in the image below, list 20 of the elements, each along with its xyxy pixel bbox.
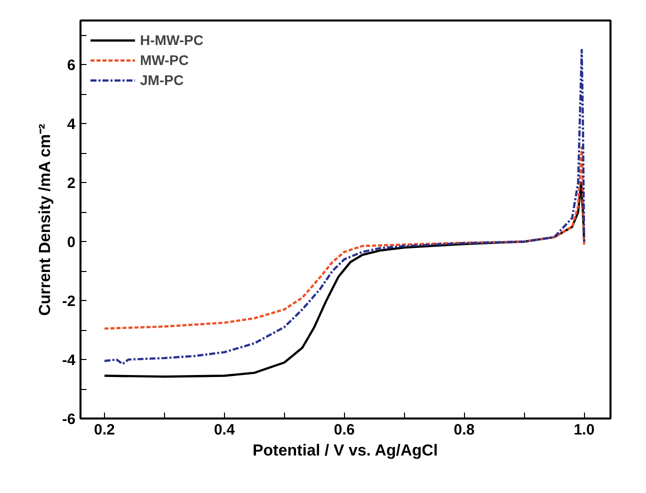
y-tick-label: -4 bbox=[62, 352, 76, 370]
legend-label: JM-PC bbox=[140, 72, 184, 88]
y-tick-label: -2 bbox=[62, 293, 76, 310]
y-tick-label: 4 bbox=[67, 116, 76, 134]
y-tick-label: 0 bbox=[67, 234, 76, 252]
line-series bbox=[103, 48, 586, 366]
line-series bbox=[103, 146, 586, 330]
x-tick-label: 0.6 bbox=[334, 422, 355, 438]
x-tick-label: 0.8 bbox=[454, 422, 475, 438]
y-axis-title: Current Density /mA cm⁻² bbox=[37, 124, 54, 316]
x-tick-label: 0.4 bbox=[214, 422, 236, 438]
x-tick-label: 0.2 bbox=[94, 422, 115, 438]
x-tick-label: 1.0 bbox=[574, 422, 595, 438]
y-tick-label: 2 bbox=[67, 175, 76, 192]
legend-label: H-MW-PC bbox=[140, 32, 204, 48]
y-tick-label: 6 bbox=[67, 57, 76, 74]
legend-label: MW-PC bbox=[140, 52, 189, 68]
x-axis-title: Potential / V vs. Ag/AgCl bbox=[252, 442, 438, 460]
y-tick-label: -6 bbox=[62, 411, 76, 428]
line-series bbox=[103, 182, 586, 378]
